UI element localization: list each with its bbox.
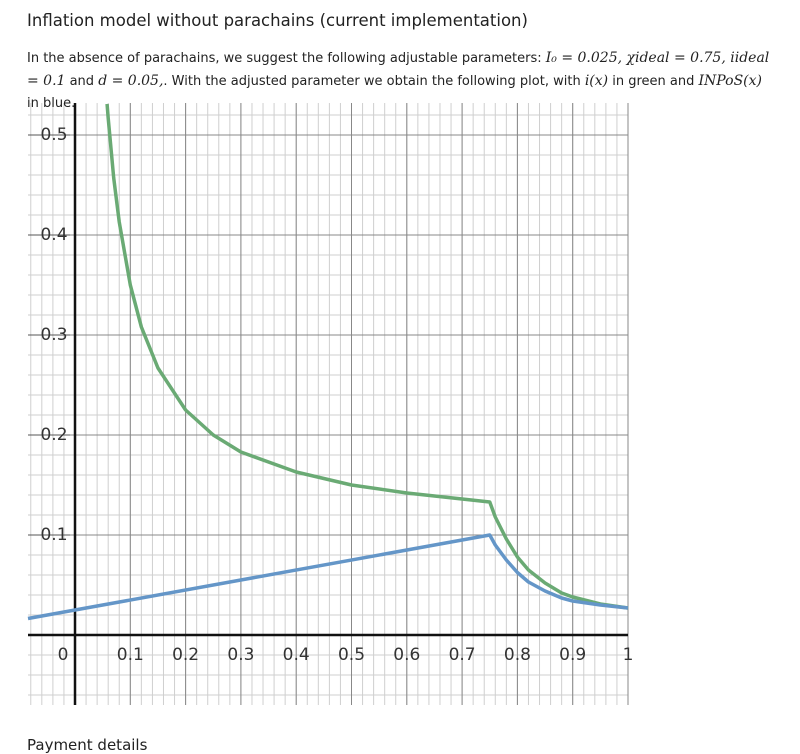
heading: Inflation model without parachains (curr… [27, 11, 528, 30]
math: i(x) [584, 73, 609, 89]
text: In the absence of parachains, we suggest… [27, 51, 546, 66]
x-tick-label: 0.2 [172, 645, 199, 665]
section-heading: Payment details [27, 736, 148, 754]
y-tick-label: 0.4 [40, 225, 67, 245]
math: d = 0.05, [98, 73, 164, 89]
text: in blue. [27, 96, 76, 111]
y-tick-label: 0.5 [40, 125, 67, 145]
x-tick-label: 0.1 [117, 645, 144, 665]
x-tick-label: 0.4 [283, 645, 310, 665]
y-tick-label: 0.2 [40, 425, 67, 445]
y-tick-label: 0.3 [40, 325, 67, 345]
line [105, 103, 629, 610]
text: and [65, 74, 99, 89]
text: . With the adjusted parameter we obtain … [163, 74, 585, 89]
math: I₀ = 0.025, χideal = 0.75, iideal = 0.1 [27, 50, 770, 89]
x-tick-label: 0.9 [559, 645, 586, 665]
y-tick-label: 0.1 [40, 525, 67, 545]
x-tick-label: 0.6 [393, 645, 420, 665]
math: INPoS(x) [698, 73, 762, 89]
x-tick-label: 0.3 [227, 645, 254, 665]
x-tick-label: 0.5 [338, 645, 365, 665]
text: in green and [608, 74, 699, 89]
x-tick-label: 1 [623, 645, 634, 665]
x-tick-label: 0.8 [504, 645, 531, 665]
x-tick-label: 0.7 [449, 645, 476, 665]
x-tick-label: 0 [58, 645, 69, 665]
line [27, 533, 629, 621]
paragraph: In the absence of parachains, we suggest… [27, 47, 777, 115]
